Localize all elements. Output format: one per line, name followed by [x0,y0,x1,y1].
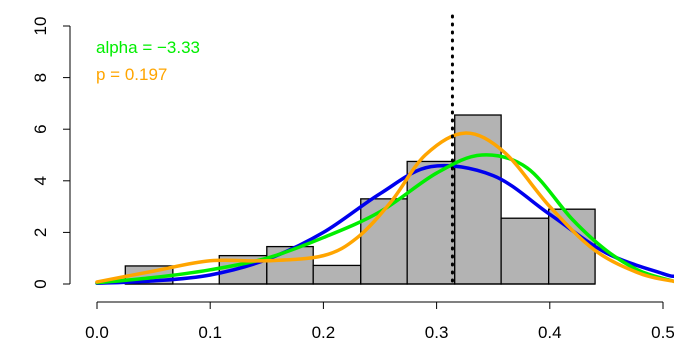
alpha-annotation: alpha = −3.33 [96,38,200,57]
histogram-bars [124,114,596,285]
x-tick-label: 0.1 [198,323,222,342]
y-tick-label: 0 [31,279,50,288]
histogram-bar-6 [406,160,456,285]
density-curves [95,131,674,285]
green-density-curve [95,153,674,285]
histogram-bar-7 [454,114,502,285]
x-tick-label: 0.5 [651,323,674,342]
histogram-bar-8 [500,217,550,285]
x-axis: 0.0 0.1 0.2 0.3 0.4 0.5 [85,301,674,342]
histogram-bar-5 [360,198,408,285]
y-tick-label: 4 [31,176,50,185]
y-tick-label: 8 [31,73,50,82]
y-axis: 0 2 4 6 8 10 [31,17,71,289]
histogram-bar-4 [312,264,362,285]
y-tick-label: 6 [31,124,50,133]
x-tick-label: 0.4 [538,323,562,342]
orange-density-curve [95,131,674,284]
p-value-annotation: p = 0.197 [96,65,167,84]
histogram-bar-3 [266,245,314,285]
y-tick-label: 10 [31,17,50,36]
y-tick-label: 2 [31,228,50,237]
x-tick-label: 0.0 [85,323,109,342]
x-tick-label: 0.2 [312,323,336,342]
x-tick-label: 0.3 [425,323,449,342]
